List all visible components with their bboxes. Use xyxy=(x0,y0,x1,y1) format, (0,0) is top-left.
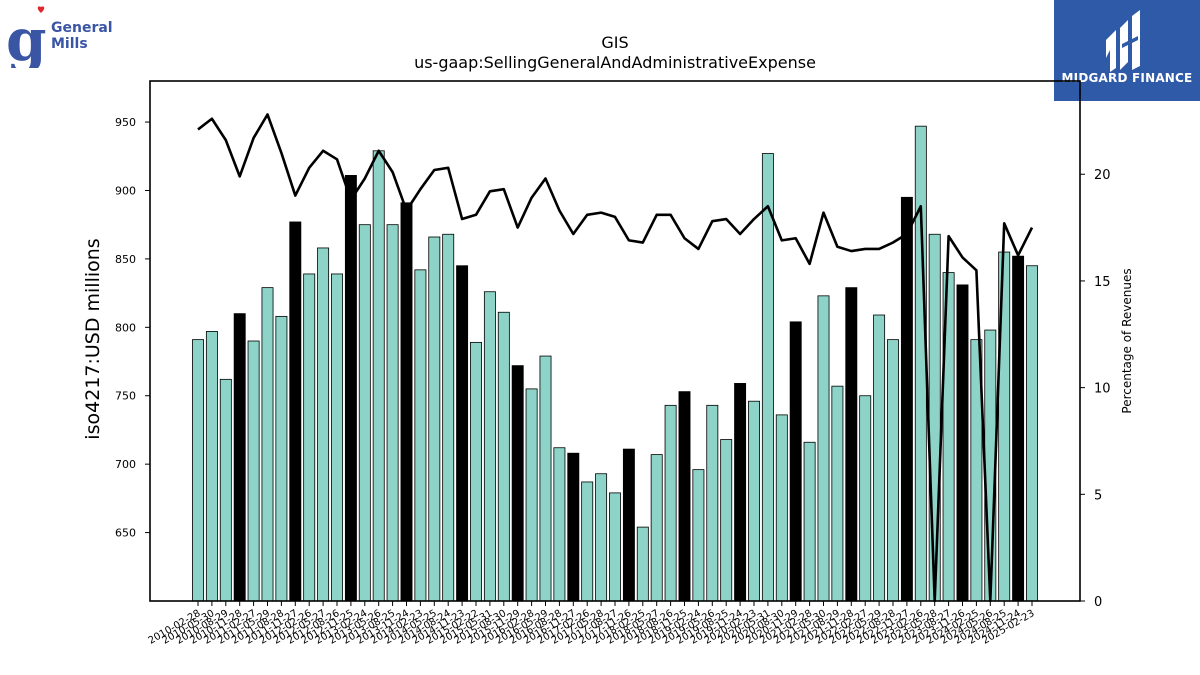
quarter-bar xyxy=(483,291,496,602)
chart-title: GIS xyxy=(601,33,628,52)
quarter-bar xyxy=(470,341,482,602)
quarter-bar xyxy=(761,153,774,602)
quarter-bar xyxy=(609,492,621,602)
quarter-bar xyxy=(775,414,788,602)
quarter-bar xyxy=(192,339,204,602)
quarter-bar xyxy=(720,439,733,602)
quarter-bar xyxy=(219,378,232,602)
quarter-bar xyxy=(706,404,719,602)
fiscal-year-bar xyxy=(289,221,302,602)
y-tick-label: 650 xyxy=(115,527,136,540)
quarter-bar xyxy=(803,441,816,602)
quarter-bar xyxy=(817,295,830,602)
fiscal-year-bar xyxy=(511,365,524,602)
x-axis: 2010-02-282010-05-302010-08-292010-11-28… xyxy=(147,601,1037,647)
logo-line-1: General xyxy=(51,20,113,36)
quarter-bar xyxy=(331,273,343,602)
y-axis-label: iso4217:USD millions xyxy=(82,238,104,439)
y2-tick-label: 20 xyxy=(1094,168,1111,183)
fiscal-year-bar xyxy=(734,383,747,602)
company-logo: g General Mills xyxy=(4,4,124,68)
quarter-bar xyxy=(595,473,608,602)
general-mills-g-icon: g xyxy=(6,6,47,68)
chart-subtitle: us-gaap:SellingGeneralAndAdministrativeE… xyxy=(414,53,816,72)
right-y-axis: 0 5 10 15 20 xyxy=(1080,168,1111,610)
quarter-bar xyxy=(873,314,886,602)
quarter-bar xyxy=(525,388,538,602)
y-tick-label: 850 xyxy=(115,253,136,266)
quarter-bar xyxy=(859,395,872,602)
fiscal-year-bar xyxy=(789,321,802,602)
y-tick-label: 900 xyxy=(115,184,136,197)
y2-tick-label: 0 xyxy=(1094,595,1102,610)
fiscal-year-bar xyxy=(845,287,858,602)
fiscal-year-bar xyxy=(567,452,580,602)
fiscal-year-bar xyxy=(1012,255,1025,602)
quarter-bar xyxy=(261,287,274,602)
midgard-logo-icon xyxy=(1106,10,1140,72)
quarter-bar xyxy=(205,331,218,602)
y-tick-label: 800 xyxy=(115,321,136,334)
percentage-line-group xyxy=(197,113,1034,603)
quarter-bar xyxy=(275,315,288,602)
quarter-bar xyxy=(928,233,941,602)
y2-axis-label: Percentage of Revenues xyxy=(1120,268,1134,413)
y2-tick-label: 10 xyxy=(1094,382,1111,397)
fiscal-year-bar xyxy=(678,391,691,602)
fiscal-year-bar xyxy=(956,284,969,602)
quarter-bar xyxy=(358,224,371,602)
quarter-bar xyxy=(247,340,260,602)
y-tick-label: 950 xyxy=(115,116,136,129)
quarter-bar xyxy=(539,355,552,602)
quarter-bar xyxy=(317,247,330,602)
midgard-finance-watermark: MIDGARD FINANCE xyxy=(1054,0,1200,101)
quarter-bar xyxy=(748,400,760,602)
y2-tick-label: 5 xyxy=(1094,488,1102,503)
quarter-bar xyxy=(914,125,927,602)
watermark-text: MIDGARD FINANCE xyxy=(1061,71,1193,85)
fiscal-year-bar xyxy=(456,265,469,602)
quarter-bar xyxy=(887,339,899,602)
quarter-bar xyxy=(386,224,399,602)
quarter-bar xyxy=(372,150,385,602)
quarter-bar xyxy=(581,481,594,602)
fiscal-year-bar xyxy=(233,313,246,602)
quarter-bar xyxy=(497,311,510,602)
quarter-bar xyxy=(1026,265,1038,602)
quarter-bar xyxy=(428,236,441,602)
quarter-bar xyxy=(442,233,455,602)
quarter-bar xyxy=(650,454,663,602)
quarter-bar xyxy=(664,404,677,602)
quarter-bar xyxy=(414,269,427,602)
fiscal-year-bar xyxy=(622,448,635,602)
bars-group xyxy=(192,125,1038,602)
logo-line-2: Mills xyxy=(51,36,88,52)
fiscal-year-bar xyxy=(400,202,413,602)
quarter-bar xyxy=(636,526,649,602)
percentage-of-revenues-line xyxy=(197,113,1034,603)
left-y-axis: 650 700 750 800 850 900 950 xyxy=(115,116,150,540)
y2-tick-label: 15 xyxy=(1094,275,1111,290)
fiscal-year-bar xyxy=(900,196,913,602)
quarter-bar xyxy=(831,385,844,602)
quarter-bar xyxy=(692,469,705,602)
fiscal-year-bar xyxy=(344,175,357,602)
quarter-bar xyxy=(553,447,566,602)
svg-text:g: g xyxy=(6,6,47,68)
y-tick-label: 700 xyxy=(115,458,136,471)
quarter-bar xyxy=(303,273,316,602)
y-tick-label: 750 xyxy=(115,390,136,403)
